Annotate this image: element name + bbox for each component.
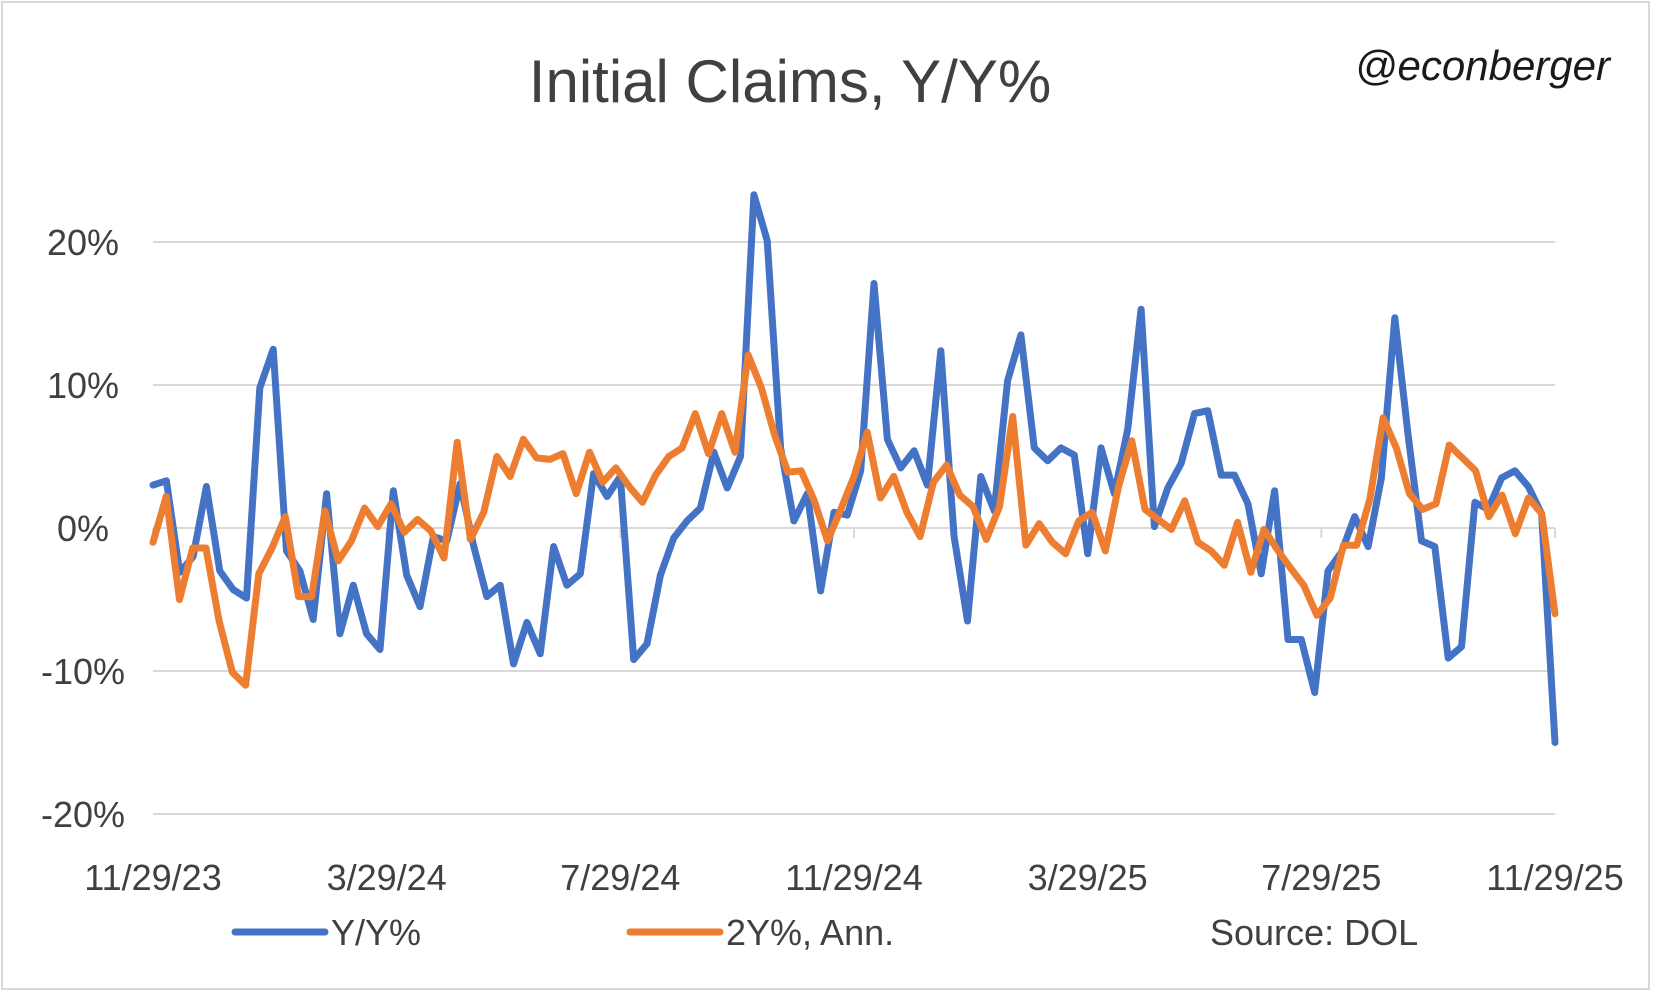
legend: Y/Y% 2Y%, Ann.	[231, 912, 894, 953]
x-axis: 11/29/23 3/29/24 7/29/24 11/29/24 3/29/25 7/2…	[84, 528, 1624, 898]
y-tick-label: -20%	[41, 794, 125, 835]
series-line-yoy	[149, 191, 1559, 746]
y-tick-label: -10%	[41, 651, 125, 692]
y-tick-label: 0%	[57, 508, 109, 549]
chart-title: Initial Claims, Y/Y%	[529, 48, 1051, 115]
x-tick-label: 11/29/23	[84, 857, 221, 898]
series-line-two-year-annualized	[149, 351, 1559, 689]
x-tick-label: 7/29/24	[560, 857, 680, 898]
y-tick-label: 20%	[47, 222, 119, 263]
y-axis: -20% -10% 0% 10% 20%	[41, 222, 125, 835]
x-tick-label: 3/29/25	[1028, 857, 1148, 898]
legend-label: Y/Y%	[331, 912, 421, 953]
series-layer	[149, 191, 1559, 746]
y-tick-label: 10%	[47, 365, 119, 406]
x-tick-label: 11/29/24	[785, 857, 922, 898]
x-tick-label: 3/29/24	[327, 857, 447, 898]
source-note: Source: DOL	[1210, 912, 1418, 953]
x-tick-label: 7/29/25	[1261, 857, 1381, 898]
legend-label: 2Y%, Ann.	[726, 912, 894, 953]
x-tick-label: 11/29/25	[1486, 857, 1623, 898]
author-watermark: @econberger	[1355, 42, 1612, 89]
